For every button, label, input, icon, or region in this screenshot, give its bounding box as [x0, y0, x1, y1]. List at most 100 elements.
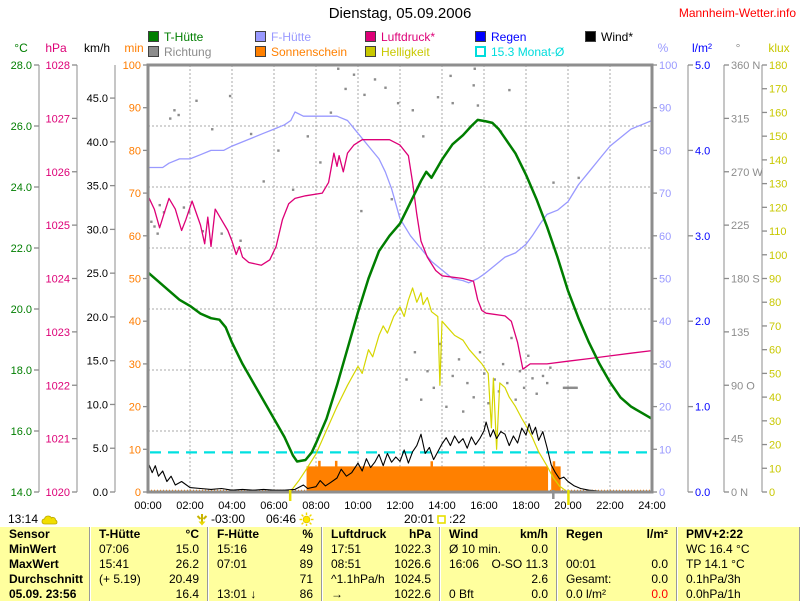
table-cell: 17:51 1022.3 — [321, 542, 439, 557]
direction-dot — [506, 381, 509, 385]
cell-value: l/m² — [646, 527, 668, 541]
x-tick-label: 08:00 — [302, 500, 330, 512]
axis-tick-label: 30 — [129, 359, 141, 371]
legend-label: Luftdruck* — [381, 29, 436, 44]
cell-value — [623, 542, 676, 557]
sunshine-spike — [430, 461, 433, 492]
regen-swatch — [475, 31, 486, 42]
axis-tick-label: 1.0 — [695, 402, 710, 414]
axis-tick-label: 16.0 — [11, 426, 32, 438]
legend-label: 15.3 Monat-Ø — [491, 44, 565, 59]
legend-item-monatsmittel: 15.3 Monat-Ø — [475, 44, 565, 59]
axis-tick-label: 60 — [129, 231, 141, 243]
axis-tick-label: 170 — [769, 84, 787, 96]
axis-tick-label: 315 — [731, 113, 749, 125]
cell-time: TP 14.1 °C — [686, 557, 745, 571]
direction-dot — [564, 386, 567, 390]
cell-time: 16:06 — [449, 557, 480, 571]
cell-time: 13:01 ↓ — [217, 587, 257, 601]
direction-dot — [153, 225, 156, 228]
direction-dot — [363, 93, 366, 97]
direction-dot — [575, 386, 578, 390]
weather-chart: 14.016.018.020.022.024.026.028.0°C102010… — [11, 41, 790, 512]
row-label: MinWert — [9, 542, 57, 556]
annotation-text: :22 — [449, 512, 466, 526]
axis-tick-label: 80 — [769, 297, 781, 309]
axis-tick-label: 120 — [769, 202, 787, 214]
axis-tick-label: 0 — [769, 487, 775, 499]
direction-dot — [565, 386, 569, 390]
richtung-swatch — [148, 46, 159, 57]
axis-tick-label: 24.0 — [11, 182, 32, 194]
cell-time: T-Hütte — [99, 527, 141, 541]
axis-tick-label: 20 — [659, 402, 671, 414]
cell-time: 0.0 l/m² — [566, 587, 607, 601]
axis-tick-label: 10 — [659, 444, 671, 456]
direction-dot — [552, 181, 555, 184]
sunshine-bars — [306, 460, 561, 492]
f-h-tte-series — [148, 111, 653, 284]
direction-dot — [150, 220, 153, 223]
table-cell: Durchschnitt — [0, 572, 89, 587]
direction-dot — [483, 372, 486, 375]
direction-dot — [567, 386, 570, 390]
row-label: MaxWert — [9, 557, 59, 571]
cell-time: Regen — [566, 527, 603, 541]
axis-tick-label: 3.0 — [695, 231, 710, 243]
direction-dot — [426, 370, 429, 373]
axis-tick-label: 100 — [123, 60, 141, 72]
axis-tick-label: 40 — [769, 392, 781, 404]
axis-tick-label: 100 — [659, 60, 677, 72]
direction-dot — [541, 374, 545, 378]
axis-tick-label: 90 — [129, 103, 141, 115]
axis-tick-label: 4.0 — [695, 145, 710, 157]
axis-tick-label: 1024 — [46, 274, 70, 286]
direction-dot — [373, 78, 377, 81]
direction-dot — [478, 351, 482, 354]
table-cell: Sensor — [0, 527, 89, 542]
axis-tick-label: 20 — [769, 440, 781, 452]
wind-swatch — [585, 31, 596, 42]
wind-direction-dots — [150, 67, 580, 413]
axis-tick-label: 20 — [129, 402, 141, 414]
table-cell: 00:01 0.0 — [556, 557, 676, 572]
sonnenschein-swatch — [255, 46, 266, 57]
axis-tick-label: 14.0 — [11, 487, 32, 499]
axis-kmh: 0.0 5.0 10.0 15.0 20.0 25.0 30.0 35.0 40.0 45.0 km… — [84, 41, 116, 499]
cell-value: 1022.6 — [394, 587, 431, 601]
direction-dot — [569, 386, 573, 390]
direction-dot — [329, 111, 333, 114]
cell-time: 17:51 — [331, 542, 362, 556]
cell-value: 26.2 — [175, 557, 199, 571]
table-row-header: Sensor T-Hütte °C F-Hütte% Luftdruck hPa Wind k… — [0, 527, 800, 542]
axis-tick-label: 40 — [659, 316, 671, 328]
axis-tick-label: 30 — [769, 416, 781, 428]
direction-dot — [195, 99, 198, 102]
axis-tick-label: 0.0 — [695, 487, 710, 499]
table-cell: 08:51 1026.6 — [321, 557, 439, 572]
axis-unit-label: °C — [14, 41, 28, 55]
direction-dot — [571, 386, 574, 390]
x-tick-label: 16:00 — [470, 500, 498, 512]
legend-item-wind: Wind* — [585, 29, 634, 44]
axis-tick-label: 150 — [769, 131, 787, 143]
table-cell: (+ 5.19) 20.49 — [89, 572, 207, 587]
direction-dot — [546, 381, 549, 385]
direction-dot — [472, 84, 475, 87]
x-tick-label: 22:00 — [596, 500, 624, 512]
table-cell: MaxWert — [0, 557, 89, 572]
legend-label: Wind* — [601, 29, 634, 44]
site-link[interactable]: Mannheim-Wetter.info — [678, 6, 796, 20]
sun-icon — [299, 512, 314, 527]
moonset-icon — [196, 513, 208, 526]
axis-tick-label: 225 — [731, 220, 749, 232]
legend-label: F-Hütte — [271, 29, 312, 44]
annotation: -03:00 — [196, 512, 245, 526]
x-tick-label: 04:00 — [218, 500, 246, 512]
direction-dot — [262, 180, 265, 183]
direction-dot — [182, 206, 186, 209]
direction-dot — [462, 410, 465, 413]
table-cell: → 1022.6 — [321, 587, 439, 601]
cell-value: 1022.3 — [394, 542, 431, 556]
table-cell: WC 16.4 °C — [676, 542, 800, 557]
